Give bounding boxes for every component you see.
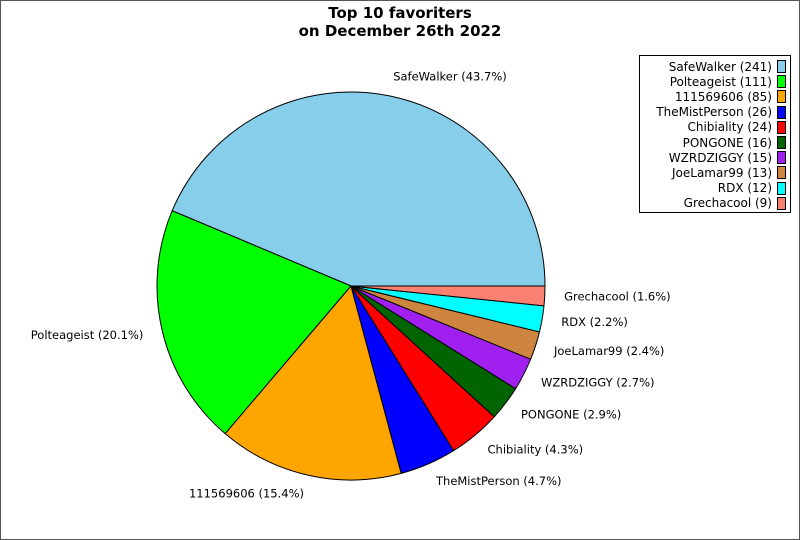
legend-swatch [777,136,786,150]
slice-label-grechacool: Grechacool (1.6%) [564,289,671,303]
legend-swatch [777,90,786,104]
legend-swatch [777,120,786,134]
slice-label-wzrdziggy: WZRDZIGGY (2.7%) [541,376,654,390]
legend-item-themistperson: TheMistPerson (26) [640,105,790,120]
legend-swatch [777,166,786,180]
slice-label-pongone: PONGONE (2.9%) [521,407,621,421]
slice-label-safewalker: SafeWalker (43.7%) [393,69,507,83]
legend-label: TheMistPerson (26) [656,105,772,120]
legend-item-joelamar99: JoeLamar99 (13) [640,165,790,180]
legend-label: PONGONE (16) [682,135,772,150]
legend-label: Grechacool (9) [683,196,772,211]
slice-label-rdx: RDX (2.2%) [561,315,628,329]
pie-slice-polteageist [156,210,352,435]
legend-label: SafeWalker (241) [668,59,772,74]
legend-item-safewalker: SafeWalker (241) [640,59,790,74]
legend-swatch [777,151,786,165]
slice-label-themistperson: TheMistPerson (4.7%) [435,474,562,488]
legend-label: Polteageist (111) [669,74,772,89]
legend-item-chibiality: Chibiality (24) [640,120,790,135]
legend-swatch [777,181,786,195]
pie-slice-grechacool [350,285,546,307]
chart-title-line-2: on December 26th 2022 [298,22,502,40]
slice-label-polteageist: Polteageist (20.1%) [31,328,144,342]
legend: SafeWalker (241) Polteageist (111) 1115696… [639,55,791,213]
legend-label: WZRDZIGGY (15) [668,150,772,165]
legend-item-wzrdziggy: WZRDZIGGY (15) [640,150,790,165]
pie-slices [156,91,546,481]
legend-label: RDX (12) [717,181,772,196]
legend-label: 111569606 (85) [674,89,772,104]
legend-swatch [777,75,786,89]
legend-item-pongone: PONGONE (16) [640,135,790,150]
legend-item-111569606: 111569606 (85) [640,89,790,104]
legend-swatch [777,105,786,119]
legend-swatch [777,60,786,74]
legend-item-rdx: RDX (12) [640,181,790,196]
legend-label: JoeLamar99 (13) [672,165,772,180]
pie-slice-labels: SafeWalker (43.7%) Polteageist (20.1%) 111… [31,69,671,500]
slice-label-joelamar99: JoeLamar99 (2.4%) [553,344,664,358]
legend-item-polteageist: Polteageist (111) [640,74,790,89]
pie-slice-safewalker [171,91,546,287]
pie-slice-111569606 [224,285,402,481]
slice-label-chibiality: Chibiality (4.3%) [488,443,584,457]
chart-title-line-1: Top 10 favoriters [328,4,472,22]
legend-swatch [777,196,786,210]
slice-label-111569606: 111569606 (15.4%) [189,487,304,501]
legend-item-grechacool: Grechacool (9) [640,196,790,211]
legend-label: Chibiality (24) [687,120,772,135]
